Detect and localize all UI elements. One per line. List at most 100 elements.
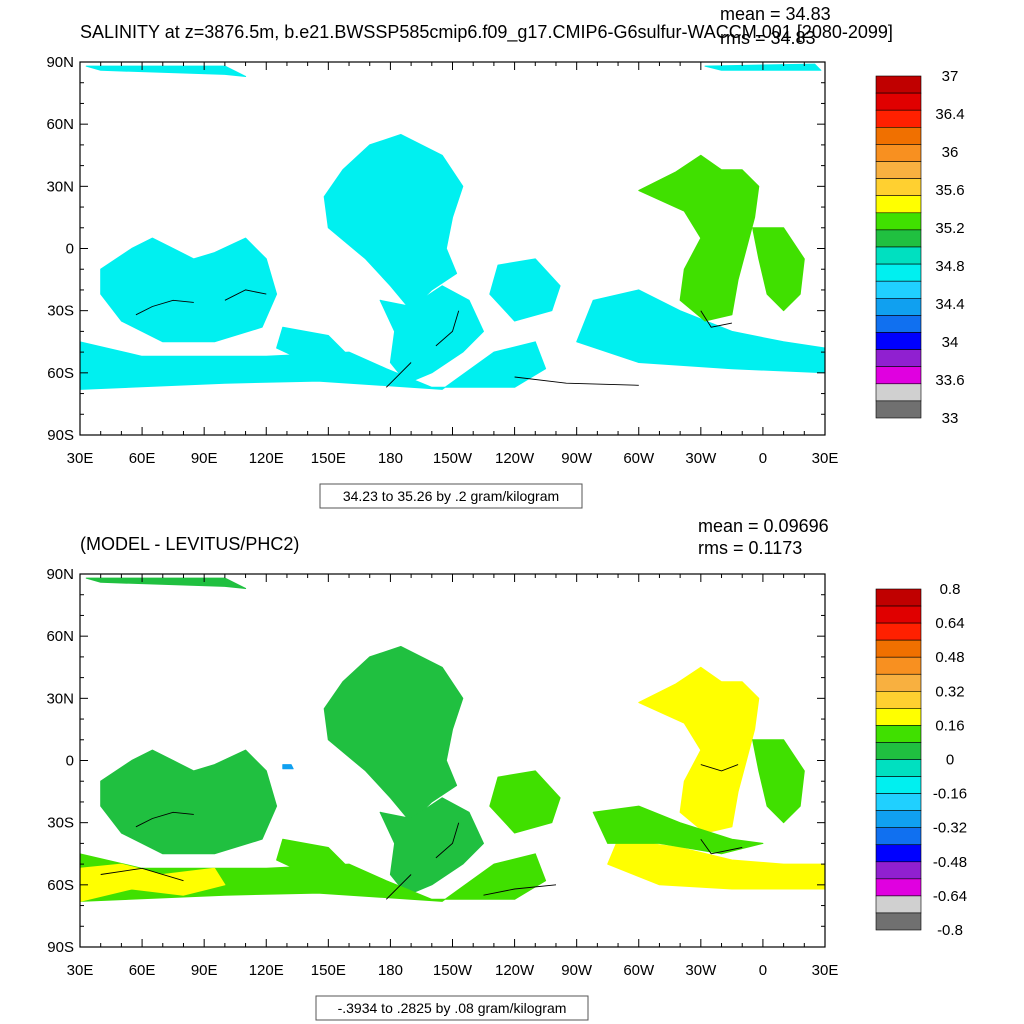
contour-line [700, 838, 743, 855]
y-tick-label: 90S [47, 427, 74, 444]
contour-line [224, 289, 267, 301]
region-north-atlantic [638, 154, 760, 322]
colorbar-label: 0.64 [935, 615, 964, 632]
colorbar-swatch [875, 161, 922, 179]
contour-line [435, 822, 460, 859]
colorbar-swatch [875, 605, 922, 624]
salinity-contour-info: 34.23 to 35.26 by .2 gram/kilogram [343, 488, 559, 504]
y-tick-label: 60S [47, 365, 74, 382]
colorbar-swatch [875, 127, 922, 145]
colorbar-swatch [875, 656, 922, 675]
region-blue-spot [282, 764, 294, 770]
region-east-atlantic [752, 739, 805, 824]
colorbar-swatch [875, 622, 922, 641]
region-indian-ocean [100, 749, 278, 855]
colorbar-swatch [875, 297, 922, 316]
colorbar-swatch [875, 280, 922, 299]
x-tick-label: 90W [561, 962, 593, 979]
x-tick-label: 30W [685, 450, 717, 467]
colorbar-swatch [875, 212, 922, 231]
contour-line [385, 362, 412, 388]
y-tick-label: 90N [46, 566, 74, 583]
colorbar-label: 36.4 [935, 106, 964, 123]
y-tick-label: 60S [47, 877, 74, 894]
difference-rms-label: rms = 0.1173 [698, 538, 802, 558]
salinity-map: 30E 60E 90E 120E 150E 180 150W 120W 90W 60W 30W 0 30… [46, 54, 838, 467]
contour-line [700, 764, 739, 772]
colorbar-swatch [875, 844, 922, 863]
colorbar-swatch [875, 178, 922, 197]
y-tick-label: 60N [46, 628, 74, 645]
y-tick-label: 60N [46, 116, 74, 133]
contour-line [435, 310, 460, 347]
region-north-atlantic [638, 666, 760, 834]
y-tick-label: 90S [47, 939, 74, 956]
region-south-atlantic-green [592, 805, 764, 855]
y-tick-label: 30S [47, 303, 74, 320]
colorbar-swatch [875, 229, 922, 248]
y-tick-label: 90N [46, 54, 74, 71]
colorbar-swatch [875, 263, 922, 282]
salinity-contour-info-box: 34.23 to 35.26 by .2 gram/kilogram [319, 483, 583, 509]
colorbar-label: 0.32 [935, 683, 964, 700]
region-south-atlantic [576, 289, 825, 374]
colorbar-label: -0.16 [933, 786, 967, 803]
contour-line [100, 867, 184, 882]
region-sw-pacific [489, 770, 561, 834]
difference-contour-info-box: -.3934 to .2825 by .08 gram/kilogram [315, 995, 589, 1021]
contour-line [135, 811, 194, 828]
colorbar-swatch [875, 708, 922, 726]
colorbar-swatch [875, 92, 922, 111]
colorbar-swatch [875, 690, 922, 709]
colorbar-swatch [875, 144, 922, 162]
x-tick-label: 150W [433, 450, 473, 467]
y-tick-label: 30N [46, 178, 74, 195]
region-pacific-south [379, 285, 484, 384]
colorbar-swatch [875, 315, 922, 333]
x-tick-label: 60E [129, 450, 156, 467]
colorbar-label: 34.4 [935, 296, 964, 313]
salinity-rms-label: rms = 34.83 [720, 28, 816, 48]
x-tick-label: 120E [249, 962, 284, 979]
colorbar-label: 37 [942, 68, 959, 85]
colorbar-swatch [875, 75, 922, 94]
colorbar-swatch [875, 109, 922, 128]
colorbar-swatch [875, 810, 922, 829]
x-tick-label: 0 [759, 962, 767, 979]
colorbar-swatch [875, 588, 922, 607]
x-tick-label: 180 [378, 450, 403, 467]
colorbar-swatch [875, 383, 922, 402]
x-tick-label: 60W [623, 450, 655, 467]
colorbar-swatch [875, 742, 922, 760]
colorbar-label: 0.16 [935, 717, 964, 734]
x-tick-label: 150W [433, 962, 473, 979]
colorbar-swatch [875, 400, 922, 419]
x-tick-label: 150E [311, 962, 346, 979]
y-tick-label: 30S [47, 815, 74, 832]
colorbar-label: 0.48 [935, 649, 964, 666]
colorbar-swatch [875, 827, 922, 846]
y-tick-label: 0 [66, 753, 74, 770]
region-pacific-south [379, 797, 484, 896]
colorbar-swatch [875, 878, 922, 897]
salinity-title: SALINITY at z=3876.5m, b.e21.BWSSP585cmi… [80, 22, 893, 43]
colorbar-swatch [875, 759, 922, 777]
x-tick-label: 30E [67, 450, 94, 467]
salinity-panel: SALINITY at z=3876.5m, b.e21.BWSSP585cmi… [46, 4, 965, 509]
difference-title: (MODEL - LEVITUS/PHC2) [80, 534, 299, 554]
contour-line [483, 884, 557, 896]
colorbar-label: 0.8 [940, 581, 961, 598]
difference-panel: (MODEL - LEVITUS/PHC2) mean = 0.09696 rm… [46, 516, 967, 1021]
colorbar-label: 36 [942, 144, 959, 161]
region-indian-ocean [100, 237, 278, 343]
colorbar-label: 34 [942, 334, 959, 351]
colorbar-label: -0.8 [937, 922, 963, 939]
x-tick-label: 180 [378, 962, 403, 979]
x-tick-label: 30E [67, 962, 94, 979]
x-tick-label: 90E [191, 962, 218, 979]
colorbar-label: 33 [942, 410, 959, 427]
colorbar-swatch [875, 332, 922, 350]
region-sw-pacific [489, 258, 561, 322]
x-tick-label: 30W [685, 962, 717, 979]
region-south-atlantic-yellow [607, 838, 825, 890]
